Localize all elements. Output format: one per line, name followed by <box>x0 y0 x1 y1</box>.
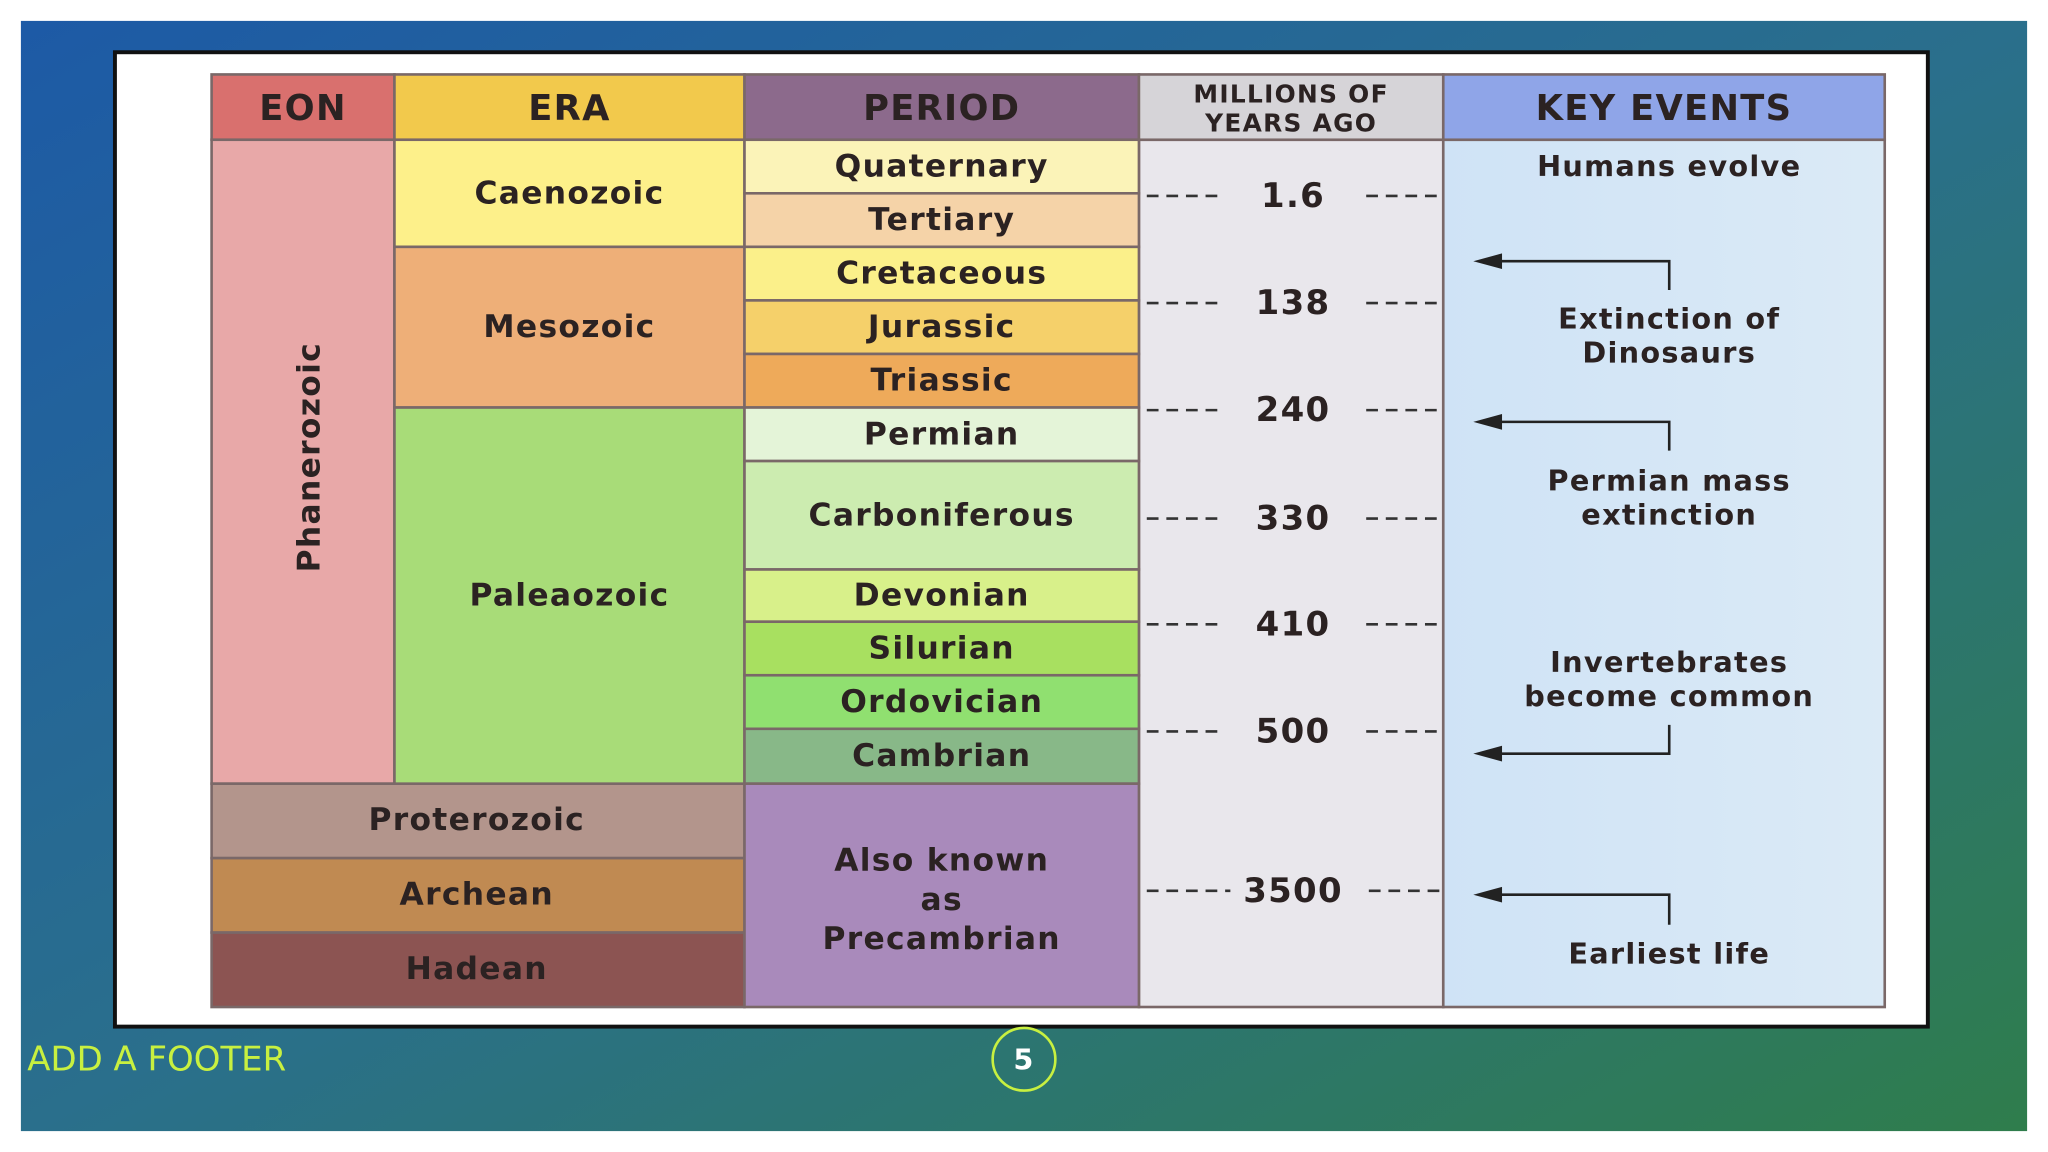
event-label: Permian mass <box>1547 464 1790 498</box>
mya-value: 138 <box>1256 283 1331 323</box>
mya-value: 3500 <box>1243 871 1343 911</box>
period-label: Tertiary <box>868 202 1015 238</box>
page-number: 5 <box>1013 1042 1034 1076</box>
period-label: Ordovician <box>840 684 1043 720</box>
period-label: Silurian <box>868 630 1014 666</box>
mya-value: 500 <box>1256 711 1331 751</box>
precambrian-label: Also known <box>834 843 1049 879</box>
event-label: Dinosaurs <box>1582 336 1756 370</box>
era-label: Mesozoic <box>483 309 655 345</box>
mya-value: 410 <box>1256 604 1331 644</box>
footer: ADD A FOOTER <box>27 1039 286 1079</box>
eon-label: Hadean <box>406 951 548 987</box>
event-label: become common <box>1524 679 1814 713</box>
eon-label: Archean <box>400 877 554 913</box>
arrow-head <box>1473 414 1503 430</box>
mya-value: 1.6 <box>1261 176 1325 216</box>
arrow-head <box>1473 253 1503 270</box>
era-cell <box>393 406 746 785</box>
precambrian-label: Precambrian <box>822 921 1060 957</box>
event-arrow <box>1488 420 1671 451</box>
event-arrow <box>1488 893 1671 925</box>
period-label: Triassic <box>871 363 1013 399</box>
header-text: EON <box>259 88 346 129</box>
header-text: ERA <box>528 88 610 129</box>
eon-cell <box>210 782 746 860</box>
mya-value: 330 <box>1256 499 1331 539</box>
event-label: Invertebrates <box>1550 645 1788 679</box>
eon-label: Proterozoic <box>368 802 585 838</box>
arrow-head <box>1473 886 1503 903</box>
period-cell <box>743 352 1141 409</box>
events-column <box>1441 138 1887 1009</box>
mya-value: 240 <box>1256 390 1331 430</box>
precambrian-cell <box>743 782 1141 1009</box>
period-cell <box>743 138 1141 195</box>
header-text: MILLIONS OF <box>1193 80 1388 109</box>
period-label: Carboniferous <box>809 497 1075 533</box>
header-cell <box>1137 73 1445 142</box>
header-text: KEY EVENTS <box>1536 88 1793 129</box>
header-cell <box>1441 73 1887 142</box>
period-cell <box>743 191 1141 249</box>
era-label: Paleaozoic <box>469 578 669 614</box>
header-cell <box>743 73 1141 142</box>
period-cell <box>743 620 1141 677</box>
period-cell <box>743 568 1141 624</box>
header-text: YEARS AGO <box>1204 108 1377 137</box>
period-cell <box>743 299 1141 356</box>
period-cell <box>743 727 1141 785</box>
period-cell <box>743 459 1141 571</box>
period-label: Jurassic <box>866 309 1016 345</box>
header-text: PERIOD <box>863 88 1020 129</box>
event-label: Earliest life <box>1568 936 1770 970</box>
period-cell <box>743 245 1141 302</box>
event-label: Extinction of <box>1558 302 1780 336</box>
era-cell <box>393 245 746 409</box>
arrow-head <box>1473 745 1503 762</box>
event-arrow <box>1488 259 1671 290</box>
event-arrow <box>1488 724 1671 755</box>
period-label: Cretaceous <box>836 256 1047 292</box>
event-label: Humans evolve <box>1537 149 1801 183</box>
eon-label: Phanerozoic <box>292 342 328 572</box>
period-label: Cambrian <box>852 738 1031 774</box>
page-number-circle <box>991 1026 1057 1092</box>
event-label: extinction <box>1581 498 1757 532</box>
period-label: Quaternary <box>835 149 1049 185</box>
era-label: Caenozoic <box>474 175 664 211</box>
eon-cell <box>210 931 746 1009</box>
period-label: Permian <box>864 416 1020 452</box>
period-cell <box>743 406 1141 463</box>
precambrian-label: as <box>921 882 963 918</box>
period-label: Devonian <box>854 578 1030 614</box>
